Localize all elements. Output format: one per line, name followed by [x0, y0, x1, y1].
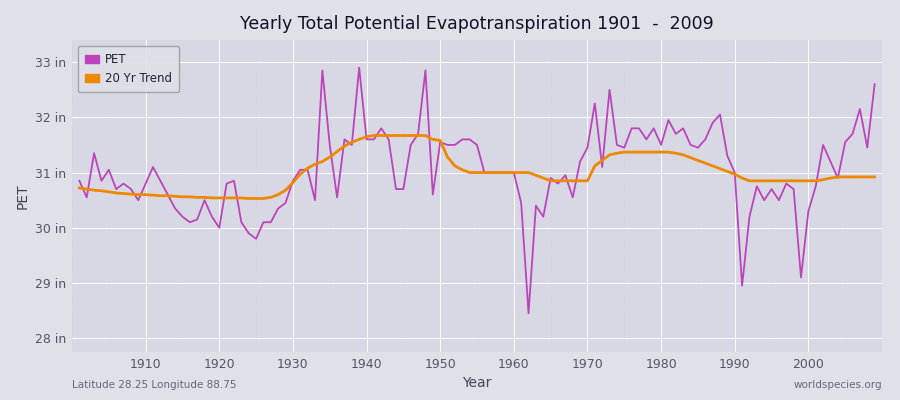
20 Yr Trend [368, 133, 379, 138]
PET [74, 178, 85, 183]
20 Yr Trend [74, 186, 85, 190]
20 Yr Trend [346, 140, 357, 144]
Title: Yearly Total Potential Evapotranspiration 1901  -  2009: Yearly Total Potential Evapotranspiratio… [240, 15, 714, 33]
PET [508, 170, 519, 175]
Line: PET: PET [79, 68, 875, 313]
20 Yr Trend [869, 174, 880, 179]
20 Yr Trend [243, 196, 254, 201]
20 Yr Trend [611, 151, 622, 156]
PET [339, 137, 350, 142]
PET [516, 200, 526, 205]
Line: 20 Yr Trend: 20 Yr Trend [79, 136, 875, 198]
PET [354, 65, 364, 70]
Legend: PET, 20 Yr Trend: PET, 20 Yr Trend [78, 46, 179, 92]
20 Yr Trend [516, 170, 526, 175]
Y-axis label: PET: PET [15, 183, 30, 209]
PET [295, 167, 306, 172]
20 Yr Trend [133, 192, 144, 197]
20 Yr Trend [523, 170, 534, 175]
PET [611, 142, 622, 147]
PET [523, 311, 534, 316]
Text: worldspecies.org: worldspecies.org [794, 380, 882, 390]
X-axis label: Year: Year [463, 376, 491, 390]
20 Yr Trend [302, 166, 313, 170]
Text: Latitude 28.25 Longitude 88.75: Latitude 28.25 Longitude 88.75 [72, 380, 237, 390]
PET [133, 198, 144, 202]
PET [869, 82, 880, 86]
